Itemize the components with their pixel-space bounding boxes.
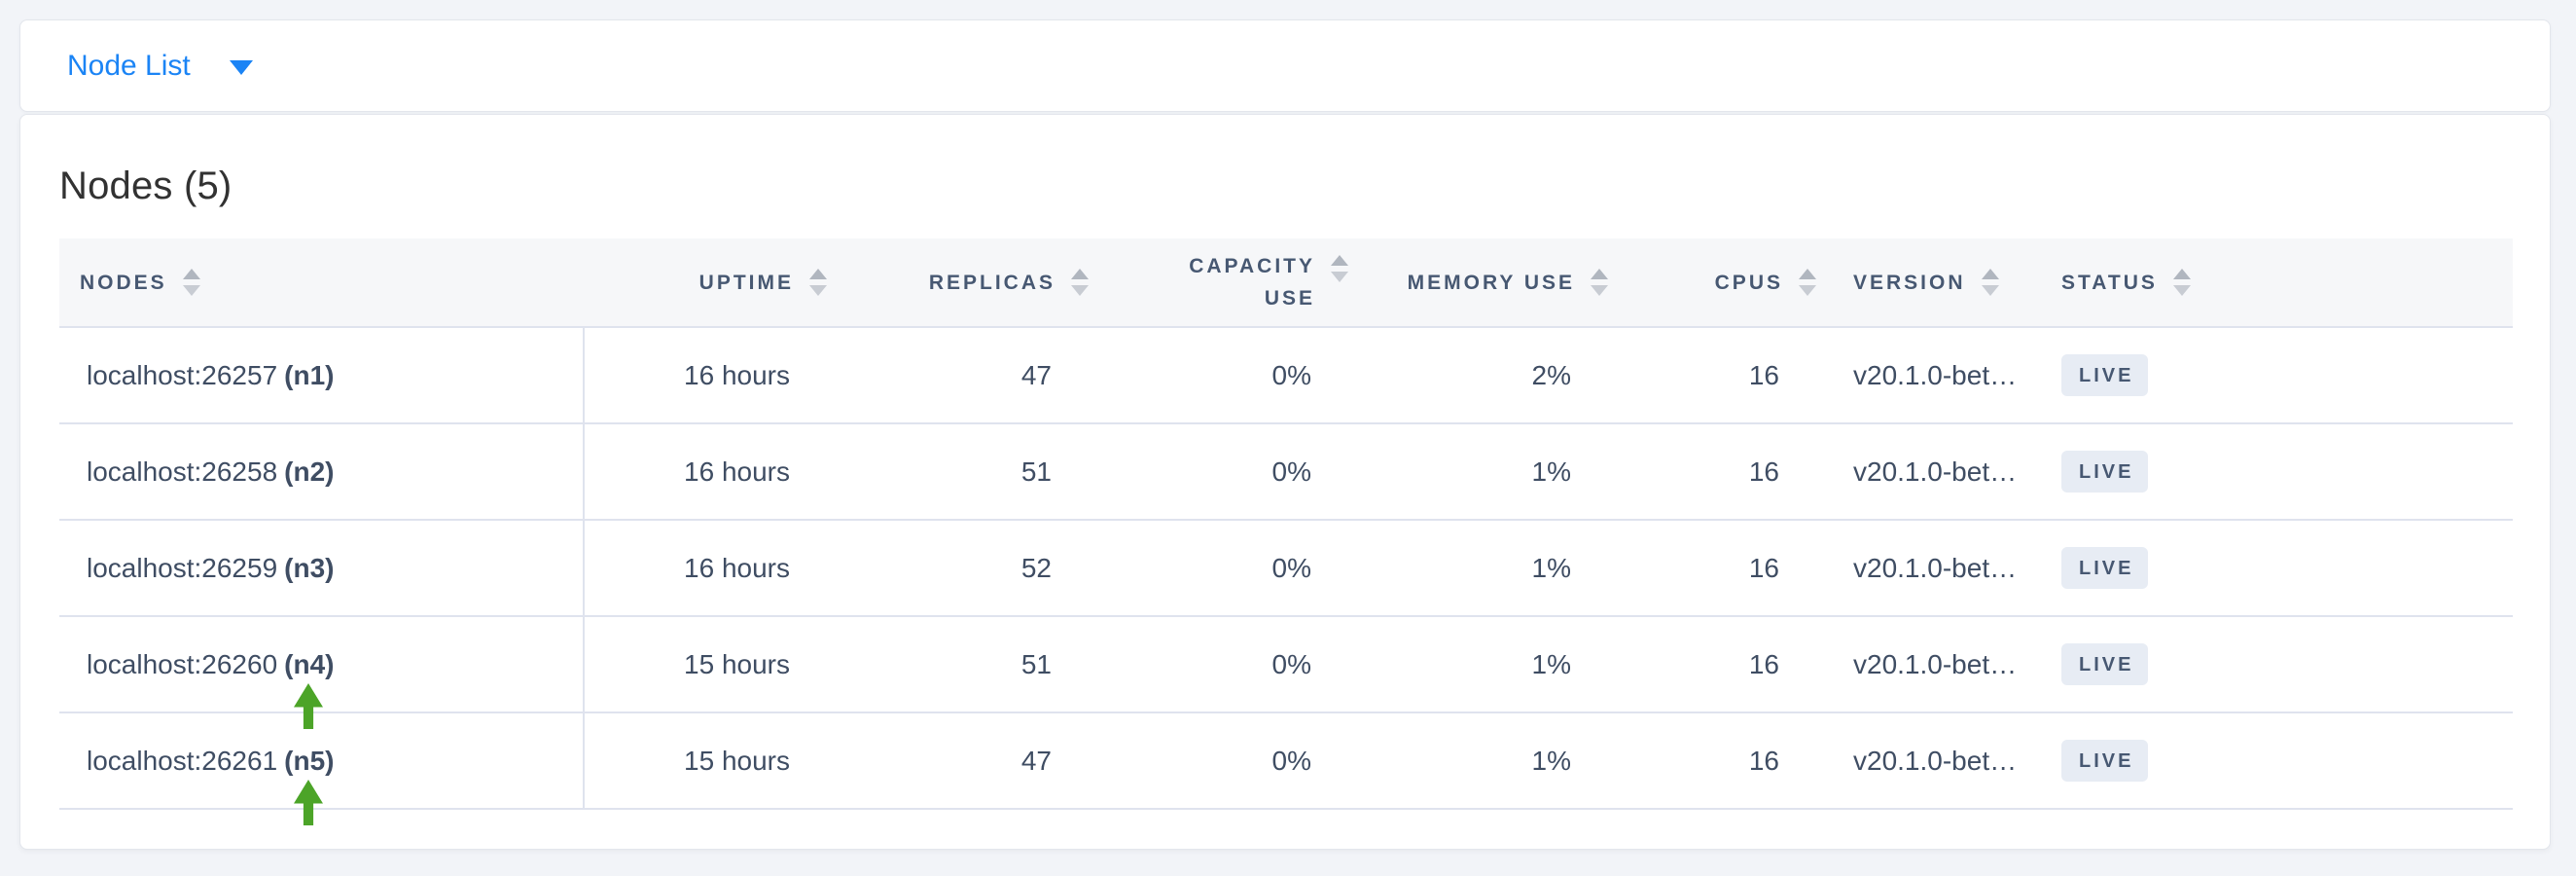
status-badge: LIVE bbox=[2061, 547, 2149, 589]
cpus-cell: 16 bbox=[1748, 745, 1779, 776]
uptime-cell: 15 hours bbox=[684, 648, 790, 679]
status-cell: LIVE bbox=[2034, 521, 2513, 615]
cpus-cell: 16 bbox=[1748, 552, 1779, 583]
memory-use-cell: 1% bbox=[1531, 552, 1571, 583]
capacity-use-cell: 0% bbox=[1271, 359, 1311, 390]
uptime-cell: 16 hours bbox=[684, 456, 790, 487]
sort-arrows-icon bbox=[1331, 255, 1348, 282]
status-badge: LIVE bbox=[2061, 643, 2149, 685]
sort-arrows-icon bbox=[1799, 269, 1816, 296]
green-up-arrow-icon bbox=[294, 780, 323, 825]
uptime-cell: 15 hours bbox=[684, 745, 790, 776]
version-cell: v20.1.0-bet… bbox=[1853, 359, 2018, 390]
cpus-cell: 16 bbox=[1748, 648, 1779, 679]
node-id: (n3) bbox=[284, 552, 335, 583]
node-cell: localhost:26260 (n4) bbox=[59, 617, 585, 729]
status-badge: LIVE bbox=[2061, 740, 2149, 782]
capacity-use-cell: 0% bbox=[1271, 745, 1311, 776]
column-header-status[interactable]: STATUS bbox=[2034, 238, 2513, 326]
node-address: localhost:26260 bbox=[87, 648, 278, 679]
node-list-dropdown[interactable]: Node List bbox=[67, 49, 253, 82]
node-cell: localhost:26257 (n1) bbox=[59, 328, 585, 422]
table-body: localhost:26257 (n1) 16 hours 47 0% 2% 1… bbox=[59, 328, 2513, 825]
column-header-memory-use[interactable]: MEMORY USE bbox=[1352, 238, 1612, 326]
node-id: (n1) bbox=[284, 359, 335, 390]
status-badge: LIVE bbox=[2061, 354, 2149, 396]
sort-arrows-icon bbox=[1981, 269, 1999, 296]
column-header-replicas[interactable]: REPLICAS bbox=[831, 238, 1092, 326]
node-cell: localhost:26261 (n5) bbox=[59, 713, 585, 825]
view-selector-bar: Node List bbox=[19, 19, 2551, 112]
node-id: (n4) bbox=[284, 648, 335, 679]
sort-arrows-icon bbox=[1591, 269, 1608, 296]
column-header-uptime[interactable]: UPTIME bbox=[585, 238, 831, 326]
replicas-cell: 52 bbox=[1020, 552, 1052, 583]
capacity-use-cell: 0% bbox=[1271, 648, 1311, 679]
memory-use-cell: 1% bbox=[1531, 648, 1571, 679]
replicas-cell: 47 bbox=[1020, 359, 1052, 390]
node-cell: localhost:26258 (n2) bbox=[59, 424, 585, 519]
sort-arrows-icon bbox=[1071, 269, 1089, 296]
node-list-dropdown-label: Node List bbox=[67, 49, 191, 82]
table-row[interactable]: localhost:26260 (n4) 15 hours 51 0% 1% 1… bbox=[59, 617, 2513, 729]
status-cell: LIVE bbox=[2034, 713, 2513, 808]
cpus-cell: 16 bbox=[1748, 456, 1779, 487]
node-id: (n5) bbox=[284, 745, 335, 776]
memory-use-cell: 2% bbox=[1531, 359, 1571, 390]
uptime-cell: 16 hours bbox=[684, 359, 790, 390]
memory-use-cell: 1% bbox=[1531, 745, 1571, 776]
node-table: NODES UPTIME REPLICAS CAPACITY USE MEMOR… bbox=[59, 238, 2513, 825]
version-cell: v20.1.0-bet… bbox=[1853, 745, 2018, 776]
page-title: Nodes (5) bbox=[59, 164, 233, 207]
node-cell: localhost:26259 (n3) bbox=[59, 521, 585, 615]
column-header-capacity-use[interactable]: CAPACITY USE bbox=[1092, 238, 1352, 326]
column-header-version[interactable]: VERSION bbox=[1820, 238, 2034, 326]
node-address: localhost:26258 bbox=[87, 456, 278, 487]
node-address: localhost:26259 bbox=[87, 552, 278, 583]
status-cell: LIVE bbox=[2034, 617, 2513, 712]
status-cell: LIVE bbox=[2034, 328, 2513, 422]
status-badge: LIVE bbox=[2061, 451, 2149, 493]
memory-use-cell: 1% bbox=[1531, 456, 1571, 487]
version-cell: v20.1.0-bet… bbox=[1853, 648, 2018, 679]
node-id: (n2) bbox=[284, 456, 335, 487]
column-header-cpus[interactable]: CPUS bbox=[1612, 238, 1820, 326]
table-row[interactable]: localhost:26257 (n1) 16 hours 47 0% 2% 1… bbox=[59, 328, 2513, 424]
sort-arrows-icon bbox=[809, 269, 827, 296]
node-address: localhost:26261 bbox=[87, 745, 278, 776]
caret-down-icon bbox=[229, 60, 253, 75]
uptime-cell: 16 hours bbox=[684, 552, 790, 583]
replicas-cell: 51 bbox=[1020, 456, 1052, 487]
capacity-use-cell: 0% bbox=[1271, 552, 1311, 583]
nodes-card: Nodes (5) NODES UPTIME REPLICAS CAPACITY… bbox=[19, 114, 2551, 850]
replicas-cell: 51 bbox=[1020, 648, 1052, 679]
cpus-cell: 16 bbox=[1748, 359, 1779, 390]
table-row[interactable]: localhost:26259 (n3) 16 hours 52 0% 1% 1… bbox=[59, 521, 2513, 617]
version-cell: v20.1.0-bet… bbox=[1853, 456, 2018, 487]
status-cell: LIVE bbox=[2034, 424, 2513, 519]
column-header-nodes[interactable]: NODES bbox=[59, 238, 585, 326]
replicas-cell: 47 bbox=[1020, 745, 1052, 776]
table-header-row: NODES UPTIME REPLICAS CAPACITY USE MEMOR… bbox=[59, 238, 2513, 328]
table-row[interactable]: localhost:26261 (n5) 15 hours 47 0% 1% 1… bbox=[59, 713, 2513, 825]
node-address: localhost:26257 bbox=[87, 359, 278, 390]
table-row[interactable]: localhost:26258 (n2) 16 hours 51 0% 1% 1… bbox=[59, 424, 2513, 521]
capacity-use-cell: 0% bbox=[1271, 456, 1311, 487]
sort-arrows-icon bbox=[2172, 269, 2191, 296]
version-cell: v20.1.0-bet… bbox=[1853, 552, 2018, 583]
sort-arrows-icon bbox=[182, 269, 200, 296]
